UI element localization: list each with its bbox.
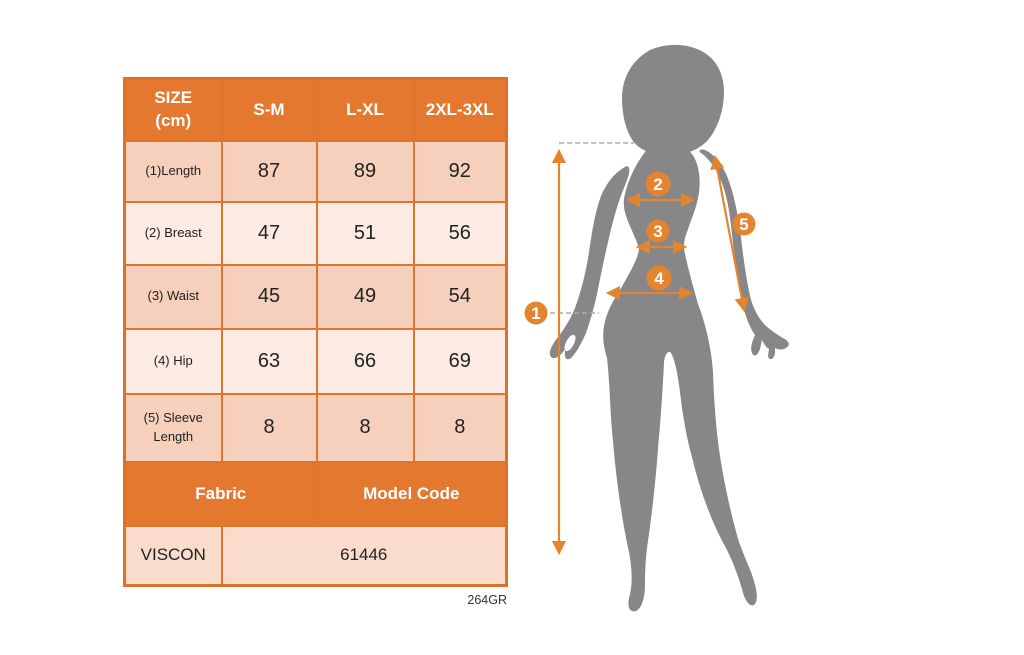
size-header-line1: SIZE [154, 87, 193, 107]
badge-4: 4 [646, 265, 672, 291]
badge-3-number: 3 [653, 222, 662, 241]
badge-4-number: 4 [654, 269, 664, 288]
sleeve-sm: 8 [220, 392, 318, 463]
row-label-sleeve: (5) Sleeve Length [123, 392, 223, 463]
row-label-hip: (4) Hip [123, 327, 223, 395]
size-table: SIZE (cm) S-M L-XL 2XL-3XL (1)Length 87 … [123, 77, 508, 587]
table-footer-value-row: VISCON 61446 [123, 524, 508, 587]
waist-2xl3xl: 54 [412, 263, 508, 330]
breast-sm: 47 [220, 200, 318, 266]
table-row: (5) Sleeve Length 8 8 8 [123, 392, 508, 463]
table-row: (4) Hip 63 66 69 [123, 327, 508, 395]
hip-sm: 63 [220, 327, 318, 395]
badge-5-number: 5 [739, 215, 748, 234]
column-header-lxl: L-XL [315, 77, 415, 142]
badge-3: 3 [646, 219, 670, 243]
annotation-badges: 1 2 3 4 5 [524, 171, 756, 325]
sleeve-2xl3xl: 8 [412, 392, 508, 463]
table-footer-header-row: Fabric Model Code [123, 460, 508, 527]
row-label-waist: (3) Waist [123, 263, 223, 330]
length-sm: 87 [220, 139, 318, 203]
table-row: (3) Waist 45 49 54 [123, 263, 508, 330]
model-code-value: 61446 [220, 524, 508, 587]
waist-sm: 45 [220, 263, 318, 330]
sleeve-lxl: 8 [315, 392, 415, 463]
size-cm-header: SIZE (cm) [123, 77, 223, 142]
table-header-row: SIZE (cm) S-M L-XL 2XL-3XL [123, 77, 508, 142]
breast-lxl: 51 [315, 200, 415, 266]
badge-2-number: 2 [653, 175, 662, 194]
hip-lxl: 66 [315, 327, 415, 395]
silhouette-left-arm [549, 166, 630, 360]
left-hand-gap [564, 334, 576, 352]
length-lxl: 89 [315, 139, 415, 203]
badge-2: 2 [645, 171, 671, 197]
hip-2xl3xl: 69 [412, 327, 508, 395]
fabric-value: VISCON [123, 524, 223, 587]
model-code-header: Model Code [315, 460, 508, 527]
badge-5: 5 [732, 212, 756, 236]
fabric-header: Fabric [123, 460, 318, 527]
row-label-breast: (2) Breast [123, 200, 223, 266]
table-row: (1)Length 87 89 92 [123, 139, 508, 203]
table-row: (2) Breast 47 51 56 [123, 200, 508, 266]
silhouette-head [622, 44, 724, 156]
woman-silhouette [549, 44, 789, 612]
silhouette-body [603, 141, 757, 612]
badge-1: 1 [524, 301, 548, 325]
row-label-length: (1)Length [123, 139, 223, 203]
breast-2xl3xl: 56 [412, 200, 508, 266]
weight-note: 264GR [467, 593, 507, 607]
length-2xl3xl: 92 [412, 139, 508, 203]
column-header-2xl3xl: 2XL-3XL [412, 77, 508, 142]
column-header-sm: S-M [220, 77, 318, 142]
size-header-line2: (cm) [155, 110, 192, 130]
waist-lxl: 49 [315, 263, 415, 330]
badge-1-number: 1 [531, 304, 540, 323]
sleeve-arrow [710, 154, 749, 313]
silhouette-right-arm [699, 149, 789, 360]
